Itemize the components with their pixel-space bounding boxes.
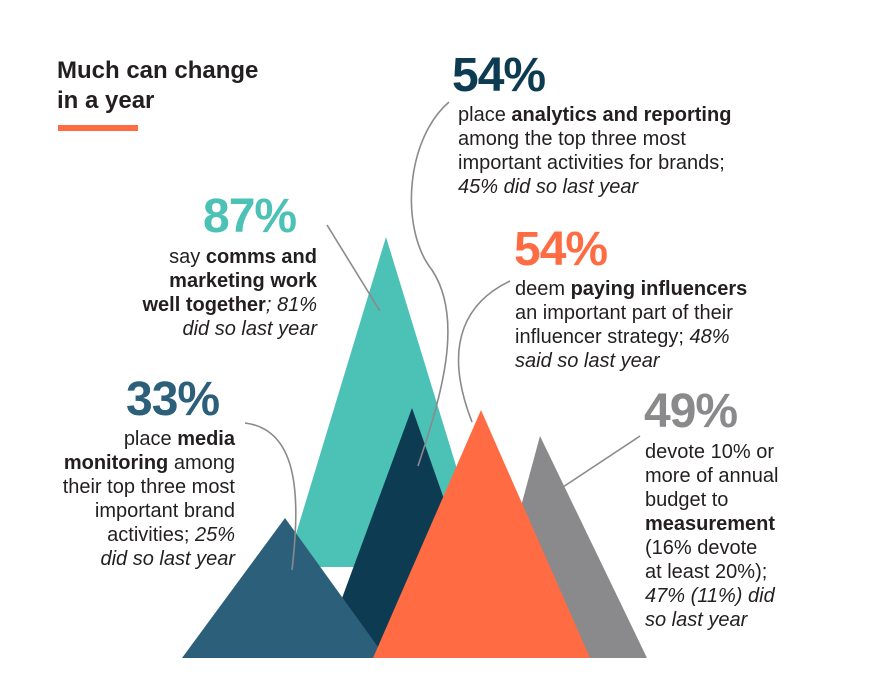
text-fragment: place	[123, 428, 178, 450]
text-line-italic: did so last year	[100, 548, 235, 570]
text-fragment: among	[168, 452, 235, 474]
stat-comms-text: say comms and marketing work well togeth…	[142, 245, 317, 341]
text-fragment-bold: well together	[142, 294, 266, 316]
text-line: devote 10% or	[645, 441, 774, 463]
title-underline	[58, 125, 138, 131]
connector-monitoring	[244, 422, 297, 571]
text-line-italic: so last year	[645, 609, 748, 631]
steel-mountain	[182, 518, 386, 658]
stat-influencers-value: 54%	[514, 223, 608, 276]
text-line: (16% devote	[645, 537, 758, 559]
text-line: their top three most	[62, 476, 235, 498]
stat-measurement-text: devote 10% or more of annual budget to m…	[645, 440, 778, 632]
title-line-1: Much can change	[57, 57, 259, 84]
title-line-2: in a year	[57, 87, 155, 114]
text-fragment: place	[458, 104, 512, 126]
page-title: Much can change in a year	[57, 56, 258, 116]
text-fragment: influencer strategy;	[515, 326, 690, 348]
stat-analytics-text: place analytics and reporting among the …	[458, 103, 731, 199]
text-line: important activities for brands;	[458, 152, 725, 174]
text-line-italic: said so last year	[515, 350, 660, 372]
text-line-bold: marketing work	[169, 270, 317, 292]
text-line: important brand	[94, 500, 235, 522]
highlight-influencers: paying influencers	[570, 278, 748, 300]
text-line: more of annual	[645, 465, 779, 487]
text-fragment-bold: monitoring	[63, 452, 169, 474]
text-line-italic: 47% (11%) did	[645, 585, 775, 607]
connector-measurement	[562, 435, 641, 488]
text-fragment: say	[169, 246, 206, 268]
text-line: at least 20%);	[645, 561, 768, 583]
text-fragment: deem	[515, 278, 571, 300]
highlight-monitoring: media	[177, 428, 235, 450]
stat-monitoring-value: 33%	[126, 373, 220, 426]
text-line-italic: 45% did so last year	[458, 176, 639, 198]
highlight-comms: comms and	[205, 246, 317, 268]
orange-mountain	[373, 410, 590, 658]
text-fragment-italic: 48%	[689, 326, 730, 348]
stat-monitoring-text: place media monitoring among their top t…	[63, 427, 235, 571]
highlight-analytics: analytics and reporting	[511, 104, 732, 126]
text-fragment-italic: 25%	[194, 524, 235, 546]
text-fragment-italic: ; 81%	[265, 294, 317, 316]
text-line: among the top three most	[458, 128, 686, 150]
text-fragment: activities;	[107, 524, 195, 546]
connector-analytics	[410, 101, 450, 467]
text-line: budget to	[645, 489, 729, 511]
text-line-italic: did so last year	[182, 318, 317, 340]
stat-measurement-value: 49%	[644, 385, 738, 438]
connector-comms	[326, 224, 381, 312]
stat-analytics-value: 54%	[452, 49, 546, 102]
highlight-measurement: measurement	[645, 513, 776, 535]
stat-influencers-text: deem paying influencers an important par…	[515, 277, 747, 373]
stat-comms-value: 87%	[203, 190, 297, 243]
text-line: an important part of their	[515, 302, 733, 324]
connector-influencers	[457, 280, 511, 423]
